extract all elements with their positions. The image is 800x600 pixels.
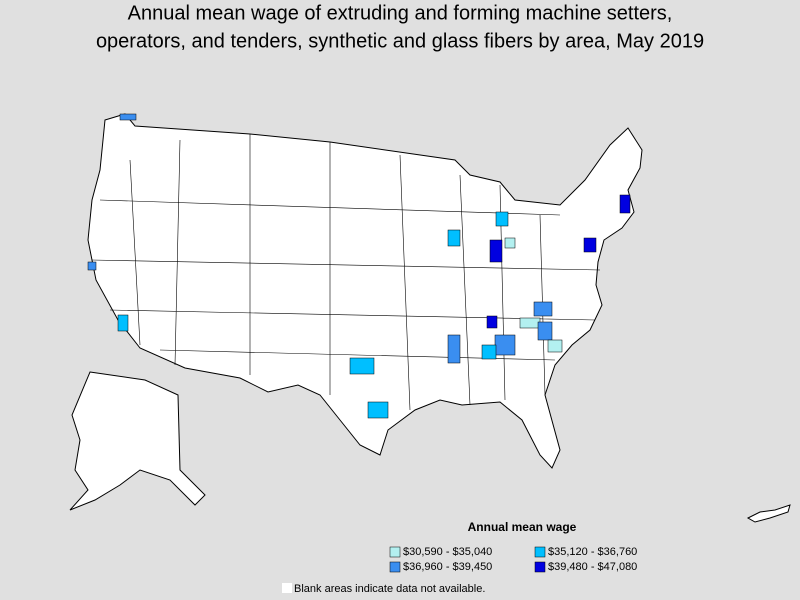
legend-title: Annual mean wage: [468, 520, 577, 534]
legend-label: $35,120 - $36,760: [548, 546, 637, 558]
area-south-carolina: [547, 339, 563, 353]
area-bellingham: [119, 113, 137, 121]
map: [69, 113, 791, 523]
area-illinois: [447, 229, 461, 247]
area-michigan: [495, 211, 509, 227]
note: Blank areas indicate data not available.: [294, 583, 485, 595]
area-kentucky: [486, 315, 498, 329]
legend: Annual mean wage $30,590 - $35,040 $35,12…: [389, 520, 637, 573]
legend-label: $39,480 - $47,080: [548, 561, 637, 573]
area-alabama: [481, 344, 497, 360]
title-line-2: operators, and tenders, synthetic and gl…: [96, 30, 704, 52]
area-new-jersey: [583, 237, 597, 253]
area-ohio: [504, 237, 516, 249]
area-indiana: [489, 239, 503, 263]
area-georgia: [494, 334, 516, 356]
legend-swatch: [534, 561, 546, 573]
area-houston: [367, 401, 389, 419]
legend-swatch: [389, 561, 401, 573]
legend-items: $30,590 - $35,040 $35,120 - $36,760 $36,96…: [389, 546, 637, 573]
area-dallas: [349, 357, 375, 375]
hawaii: [746, 504, 791, 523]
area-virginia: [533, 301, 553, 317]
area-los-angeles: [117, 314, 129, 332]
note-swatch: [282, 583, 292, 593]
legend-swatch: [534, 546, 546, 558]
contiguous-us: [87, 113, 643, 469]
area-north-carolina: [537, 321, 553, 341]
alaska: [69, 371, 206, 511]
area-massachusetts: [619, 194, 631, 214]
area-mississippi: [447, 334, 461, 364]
legend-swatch: [389, 546, 401, 558]
area-tennessee-east: [519, 317, 541, 329]
region-lines: [91, 134, 601, 411]
area-bay-area: [87, 261, 97, 271]
title-line-1: Annual mean wage of extruding and formin…: [128, 2, 673, 24]
legend-label: $30,590 - $35,040: [403, 546, 492, 558]
legend-label: $36,960 - $39,450: [403, 561, 492, 573]
